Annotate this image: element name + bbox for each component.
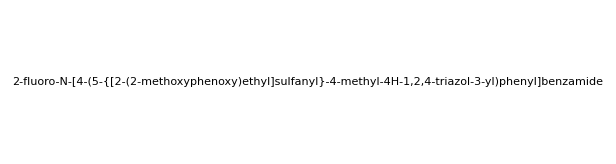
Text: 2-fluoro-N-[4-(5-{[2-(2-methoxyphenoxy)ethyl]sulfanyl}-4-methyl-4H-1,2,4-triazol: 2-fluoro-N-[4-(5-{[2-(2-methoxyphenoxy)e… <box>12 77 604 87</box>
